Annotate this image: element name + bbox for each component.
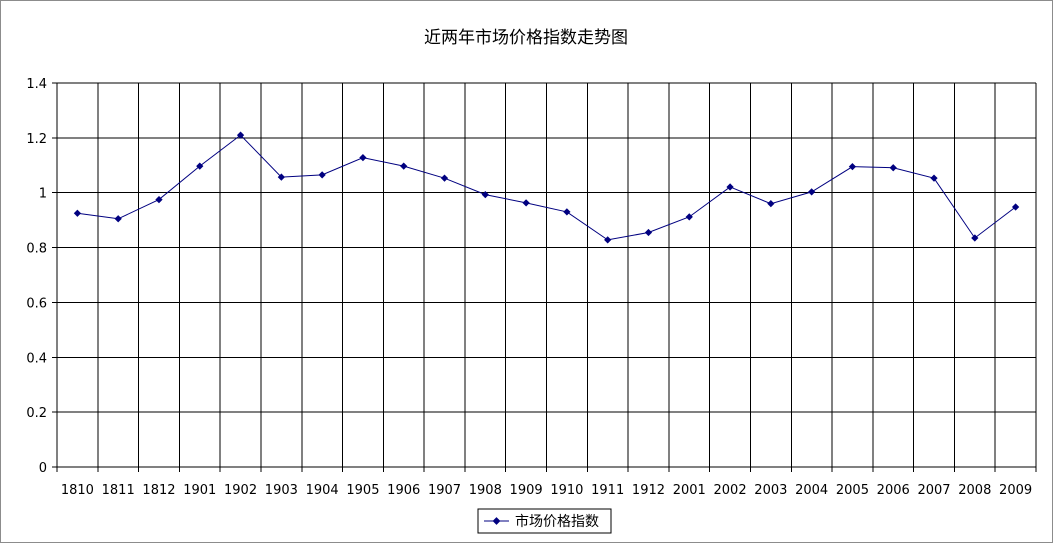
x-tick-label: 1908: [469, 483, 502, 498]
series-layer: [73, 131, 1020, 244]
legend-marker-diamond-icon: [492, 517, 501, 525]
data-point-marker: [318, 171, 326, 179]
y-tick-label: 0.6: [26, 296, 47, 311]
x-tick-label: 1812: [142, 483, 175, 498]
chart-title: 近两年市场价格指数走势图: [424, 28, 628, 48]
x-tick-label: 2008: [958, 483, 991, 498]
x-tick-label: 2007: [917, 483, 950, 498]
data-point-marker: [359, 153, 367, 162]
x-tick-label: 1906: [387, 483, 420, 498]
legend: 市场价格指数: [477, 508, 612, 534]
data-point-marker: [277, 173, 285, 181]
x-tick-label: 1810: [61, 483, 94, 498]
data-point-marker: [808, 188, 816, 196]
y-tick-label: 0.8: [26, 242, 47, 257]
x-tick-label: 2003: [754, 483, 787, 498]
x-tick-label: 1912: [632, 483, 665, 498]
y-axis-tick-labels: 0 0.2 0.4 0.6 0.8 1 1.2 1.4: [26, 77, 47, 476]
y-tick-label: 0: [39, 461, 47, 476]
x-tick-label: 1910: [550, 483, 583, 498]
data-point-marker: [726, 183, 734, 191]
data-point-marker: [236, 131, 245, 139]
data-point-marker: [73, 209, 82, 217]
data-point-marker: [400, 162, 408, 170]
data-point-marker: [481, 191, 489, 199]
x-tick-label: 1902: [224, 483, 257, 498]
x-axis-tick-labels: 1810 1811 1812 1901 1902 1903 1904 1905 1906 1907…: [61, 483, 1032, 498]
y-tick-label: 1.4: [26, 77, 47, 92]
data-point-marker: [889, 164, 897, 172]
x-tick-label: 1911: [591, 483, 624, 498]
data-point-marker: [604, 236, 612, 244]
data-point-marker: [1011, 203, 1020, 211]
data-point-marker: [971, 234, 979, 242]
data-point-marker: [930, 174, 938, 182]
y-tick-label: 0.2: [26, 406, 47, 421]
x-tick-label: 1901: [183, 483, 216, 498]
x-tick-label: 1904: [306, 483, 339, 498]
x-tick-label: 2004: [795, 483, 828, 498]
x-tick-label: 2006: [877, 483, 910, 498]
legend-label: 市场价格指数: [515, 513, 599, 530]
x-tick-label: 2005: [836, 483, 869, 498]
data-point-marker: [685, 213, 693, 221]
data-point-marker: [644, 228, 653, 237]
x-tick-label: 2002: [714, 483, 747, 498]
x-tick-label: 1811: [102, 483, 135, 498]
x-tick-label: 1907: [428, 483, 461, 498]
x-tick-label: 1905: [346, 483, 379, 498]
y-tick-label: 1: [39, 187, 47, 202]
x-tick-label: 1903: [265, 483, 298, 498]
data-point-marker: [196, 162, 204, 170]
x-tick-label: 2001: [673, 483, 706, 498]
data-point-marker: [522, 199, 530, 207]
x-tick-label: 2009: [999, 483, 1032, 498]
y-tick-label: 0.4: [26, 351, 47, 366]
data-point-marker: [848, 163, 857, 171]
data-point-marker: [440, 174, 449, 182]
x-tick-label: 1909: [510, 483, 543, 498]
data-point-marker: [155, 195, 163, 204]
data-point-marker: [767, 200, 775, 208]
y-tick-label: 1.2: [26, 132, 47, 147]
axes: [52, 82, 1037, 472]
data-point-marker: [114, 215, 122, 223]
data-point-marker: [563, 208, 571, 216]
series-line: [77, 134, 1016, 241]
